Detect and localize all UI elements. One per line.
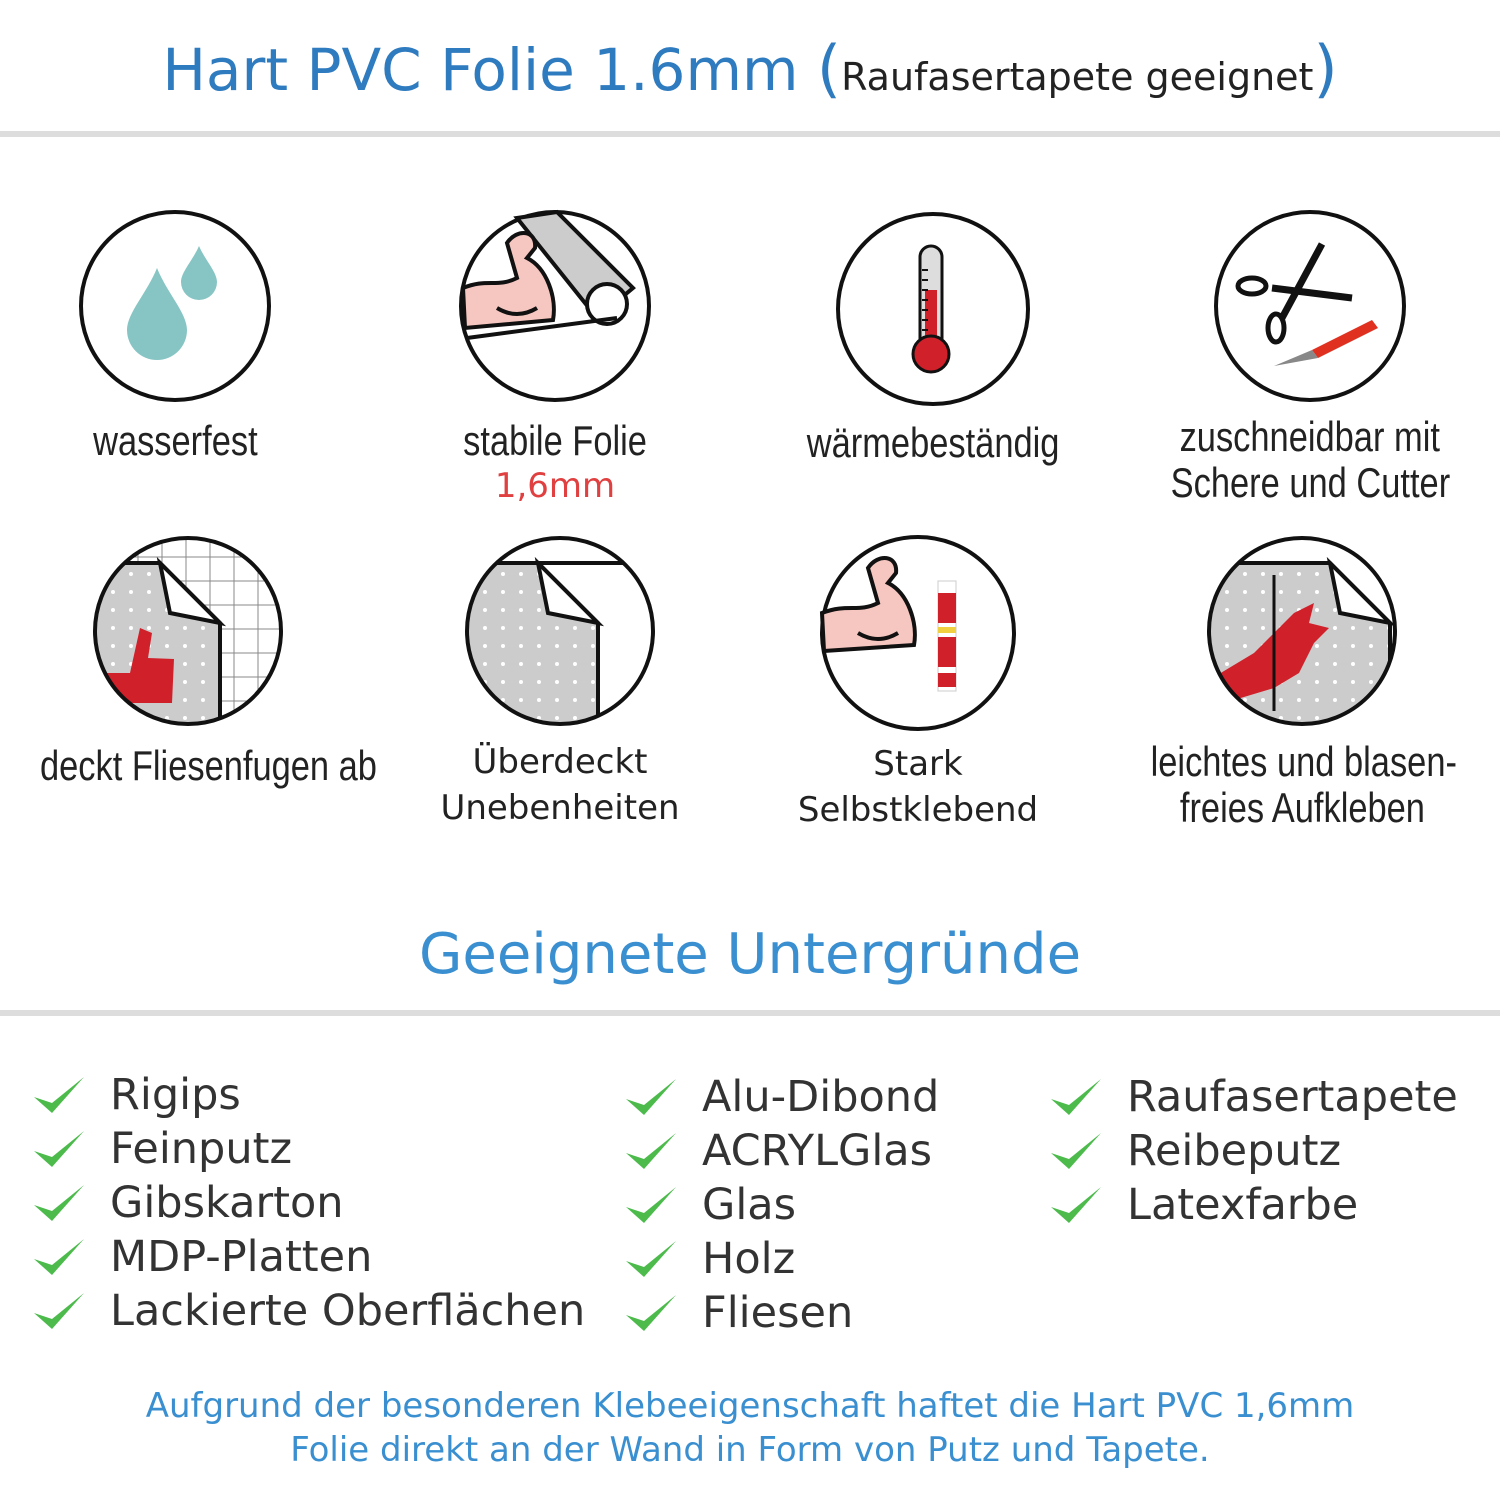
surface-label: Latexfarbe xyxy=(1127,1180,1359,1230)
foil-corner-icon xyxy=(465,536,655,726)
surface-item: Glas xyxy=(624,1178,939,1232)
surface-label: Reibeputz xyxy=(1127,1126,1342,1176)
check-icon xyxy=(34,1293,84,1329)
check-icon xyxy=(34,1077,84,1113)
surface-item: Fliesen xyxy=(624,1286,939,1340)
surface-item: Gibskarton xyxy=(32,1176,585,1230)
surface-item: Feinputz xyxy=(32,1122,585,1176)
feature-covers-unevenness: Überdeckt Unebenheiten xyxy=(375,533,745,831)
check-icon xyxy=(626,1295,676,1331)
surface-item: Rigips xyxy=(32,1068,585,1122)
footer-line-2: Folie direkt an der Wand in Form von Put… xyxy=(290,1430,1210,1470)
surface-label: Raufasertapete xyxy=(1127,1072,1458,1122)
feature-label: leichtes und blasen- xyxy=(1150,738,1457,785)
surface-label: Lackierte Oberflächen xyxy=(110,1286,586,1336)
surfaces-col-3: Raufasertapete Reibeputz Latexfarbe xyxy=(1049,1070,1458,1232)
check-icon xyxy=(626,1133,676,1169)
check-icon xyxy=(626,1187,676,1223)
hand-smoothing-icon xyxy=(1207,536,1397,726)
surface-item: MDP-Platten xyxy=(32,1230,585,1284)
title-subtitle: Raufasertapete geeignet xyxy=(841,55,1314,99)
feature-label: wasserfest xyxy=(92,417,258,464)
feature-waterproof: wasserfest xyxy=(0,208,360,464)
arm-glue-icon xyxy=(819,535,1016,731)
surface-item: Alu-Dibond xyxy=(624,1070,939,1124)
feature-stable-foil: stabile Folie 1,6mm xyxy=(370,208,740,508)
check-icon xyxy=(626,1241,676,1277)
footer-note: Aufgrund der besonderen Klebeeigenschaft… xyxy=(0,1384,1500,1472)
scissors-cutter-icon xyxy=(1214,210,1406,402)
feature-covers-joints: deckt Fliesenfugen ab xyxy=(3,533,377,789)
feature-label: stabile Folie xyxy=(463,417,647,464)
footer-line-1: Aufgrund der besonderen Klebeeigenschaft… xyxy=(145,1386,1355,1426)
section-title: Geeignete Untergründe xyxy=(418,922,1082,987)
page-title: Hart PVC Folie 1.6mm (Raufasertapete gee… xyxy=(0,32,1500,105)
close-paren: ) xyxy=(1313,32,1338,105)
check-icon xyxy=(34,1131,84,1167)
check-icon xyxy=(34,1185,84,1221)
feature-heat-resistant: wärmebeständig xyxy=(748,210,1118,466)
check-icon xyxy=(1051,1079,1101,1115)
open-paren: ( xyxy=(816,32,842,105)
feature-label: Überdeckt xyxy=(472,742,648,782)
feature-label: Stark xyxy=(873,744,963,784)
surface-item: Reibeputz xyxy=(1049,1124,1458,1178)
surface-item: Holz xyxy=(624,1232,939,1286)
check-icon xyxy=(1051,1187,1101,1223)
surface-item: Latexfarbe xyxy=(1049,1178,1458,1232)
surfaces-col-2: Alu-Dibond ACRYLGlas Glas Holz Fliesen xyxy=(624,1070,939,1340)
surface-item: Lackierte Oberflächen xyxy=(32,1284,585,1338)
title-main: Hart PVC Folie 1.6mm xyxy=(162,36,799,104)
feature-label: zuschneidbar mit xyxy=(1179,413,1441,460)
surface-label: Holz xyxy=(702,1234,796,1284)
feature-label-2: freies Aufkleben xyxy=(1179,784,1425,831)
water-drops-icon xyxy=(79,210,271,402)
feature-label-2: Schere und Cutter xyxy=(1170,459,1450,506)
feature-label-2: Unebenheiten xyxy=(440,788,680,828)
feature-label: wärmebeständig xyxy=(806,419,1060,466)
thermometer-icon xyxy=(836,212,1030,406)
divider xyxy=(0,1010,1500,1016)
flexed-arm-roll-icon xyxy=(459,209,651,402)
surface-label: Alu-Dibond xyxy=(702,1072,940,1122)
surface-item: ACRYLGlas xyxy=(624,1124,939,1178)
feature-easy-application: leichtes und blasen- freies Aufkleben xyxy=(1117,533,1487,831)
surface-label: Gibskarton xyxy=(110,1178,344,1228)
feature-label-2: Selbstklebend xyxy=(797,790,1039,830)
feature-label: deckt Fliesenfugen ab xyxy=(39,742,377,789)
feature-strong-adhesive: Stark Selbstklebend xyxy=(733,533,1103,833)
surface-label: ACRYLGlas xyxy=(702,1126,933,1176)
check-icon xyxy=(1051,1133,1101,1169)
divider xyxy=(0,131,1500,137)
surface-label: Feinputz xyxy=(110,1124,293,1174)
feature-thickness: 1,6mm xyxy=(494,466,616,506)
surface-label: Glas xyxy=(702,1180,797,1230)
feature-cuttable: zuschneidbar mit Schere und Cutter xyxy=(1125,208,1495,506)
surface-label: Fliesen xyxy=(702,1288,854,1338)
surfaces-col-1: Rigips Feinputz Gibskarton MDP-Platten Lacki… xyxy=(32,1068,585,1338)
surface-item: Raufasertapete xyxy=(1049,1070,1458,1124)
surface-label: MDP-Platten xyxy=(110,1232,373,1282)
surface-label: Rigips xyxy=(110,1070,241,1120)
check-icon xyxy=(626,1079,676,1115)
thumbs-up-tiles-icon xyxy=(93,536,283,726)
check-icon xyxy=(34,1239,84,1275)
